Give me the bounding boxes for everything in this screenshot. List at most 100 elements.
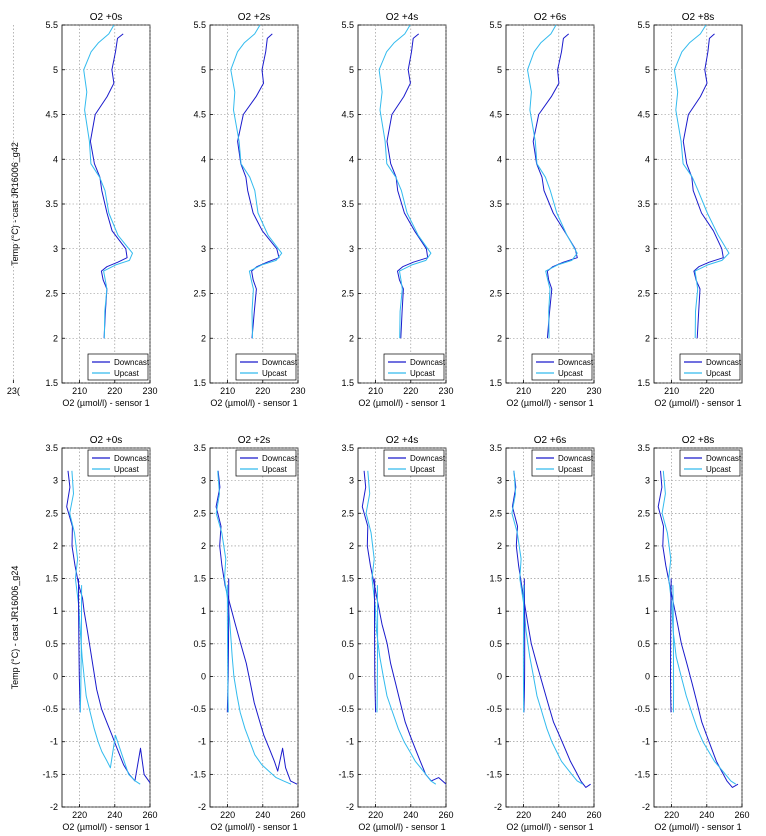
y-tick-label: 5 [53,65,58,75]
x-tick-label: 220 [403,386,418,396]
y-tick-label: 3 [349,244,354,254]
subplot-title: O2 +0s [90,435,123,446]
x-tick-label: 210 [516,386,531,396]
legend-box [87,449,149,477]
legend-label: Downcast [410,454,446,463]
subplot-title: O2 +6s [534,12,567,23]
legend-label: Downcast [706,358,742,367]
legend-box [679,449,741,477]
y-tick-label: 2 [201,541,206,551]
y-tick-label: 5 [645,65,650,75]
y-tick-label: 3.5 [45,199,58,209]
subplot-title: O2 +2s [238,12,271,23]
x-tick-label: 240 [403,810,418,820]
y-tick-label: 1.5 [341,574,354,584]
upcast-line [69,470,141,785]
legend: Downcast Upcast [531,449,594,477]
y-tick-label: 2 [201,333,206,343]
y-tick-label: 2.5 [489,289,502,299]
y-tick-label: 2 [53,333,58,343]
y-tick-label: 3 [645,476,650,486]
legend-label: Upcast [114,465,140,474]
legend: Downcast Upcast [235,353,298,381]
y-tick-label: 4 [53,154,58,164]
y-tick-label: 2.5 [193,289,206,299]
subplot-title: O2 +6s [534,435,567,446]
y-tick-label: 3 [53,476,58,486]
upcast-line [673,25,730,339]
axes-frame [653,447,743,808]
y-tick-label: 3.5 [637,199,650,209]
downcast-line [361,470,446,785]
y-tick-label: -1.5 [42,769,58,779]
x-tick-label: 260 [586,810,601,820]
y-tick-label: 0.5 [489,639,502,649]
y-tick-label: 4.5 [193,110,206,120]
x-axis-label: O2 (µmol/l) - sensor 1 [654,398,741,408]
y-tick-label: -0.5 [338,704,354,714]
y-tick-label: -0.5 [634,704,650,714]
y-tick-label: 2 [645,541,650,551]
x-axis-label: O2 (µmol/l) - sensor 1 [62,398,149,408]
y-tick-label: 0 [349,671,354,681]
legend: Downcast Upcast [383,353,446,381]
y-tick-label: 2.5 [341,289,354,299]
y-axis-label: Temp (°C) - cast JR16006_g42 [10,142,20,266]
y-tick-label: 2 [349,333,354,343]
legend-label: Downcast [410,358,446,367]
x-axis-label: O2 (µmol/l) - sensor 1 [358,398,445,408]
x-tick-label: 240 [699,810,714,820]
y-tick-label: 2 [497,333,502,343]
y-tick-label: 0.5 [45,639,58,649]
subplot-title: O2 +8s [682,12,715,23]
x-tick-label: 210 [368,386,383,396]
x-axis-label: O2 (µmol/l) - sensor 1 [358,822,445,832]
y-tick-label: 2.5 [637,289,650,299]
upcast-line [83,25,133,339]
subplot-7: -2 -1.5 -1 -0.5 0 0.5 1 1.5 2 2.5 3 3.5 220 240 260 O2 … [190,435,305,832]
y-tick-label: -1.5 [634,769,650,779]
subplot-title: O2 +0s [90,12,123,23]
legend: Downcast Upcast [383,449,446,477]
y-tick-label: 1.5 [489,574,502,584]
y-tick-label: -1 [642,737,650,747]
y-tick-label: 5 [201,65,206,75]
trace-line [672,585,675,713]
legend-label: Upcast [706,369,732,378]
subplot-4: 1.5 2 2.5 3 3.5 4 4.5 5 5.5 210 220 230 O2 +6s O2 (µm… [489,12,601,408]
subplot-title: O2 +2s [238,435,271,446]
x-axis-label: O2 (µmol/l) - sensor 1 [62,822,149,832]
legend-box [383,449,445,477]
subplot-10: -2 -1.5 -1 -0.5 0 0.5 1 1.5 2 2.5 3 3.5 220 240 260 O2 … [634,435,749,832]
y-tick-label: 5.5 [489,20,502,30]
y-tick-label: 3.5 [45,443,58,453]
y-tick-label: 4.5 [45,110,58,120]
x-tick-label: 260 [290,810,305,820]
y-tick-label: -1.5 [486,769,502,779]
subplot-title: O2 +4s [386,12,419,23]
x-tick-label: 220 [699,386,714,396]
legend: Downcast Upcast [87,353,150,381]
x-tick-label: 220 [551,386,566,396]
y-tick-label: -1 [494,737,502,747]
y-tick-label: 3 [53,244,58,254]
x-tick-label: 210 [664,386,679,396]
y-tick-label: 4.5 [637,110,650,120]
plot-area [527,25,578,339]
y-tick-label: 2.5 [341,508,354,518]
y-tick-label: 4.5 [341,110,354,120]
y-tick-label: 2.5 [489,508,502,518]
legend-label: Upcast [706,465,732,474]
subplot-2: 1.5 2 2.5 3 3.5 4 4.5 5 5.5 210 220 230 O2 +2s O2 (µm… [193,12,305,408]
axes-frame [61,447,151,808]
y-axis-label: Temp (°C) - cast JR16006_g24 [10,566,20,690]
y-tick-label: 4 [497,154,502,164]
plot-area [66,470,150,785]
legend-label: Upcast [558,465,584,474]
upcast-line [511,470,584,785]
y-tick-label: 3.5 [341,443,354,453]
y-tick-label: 2 [645,333,650,343]
legend-box [531,449,593,477]
x-tick-label: 230 [438,386,453,396]
